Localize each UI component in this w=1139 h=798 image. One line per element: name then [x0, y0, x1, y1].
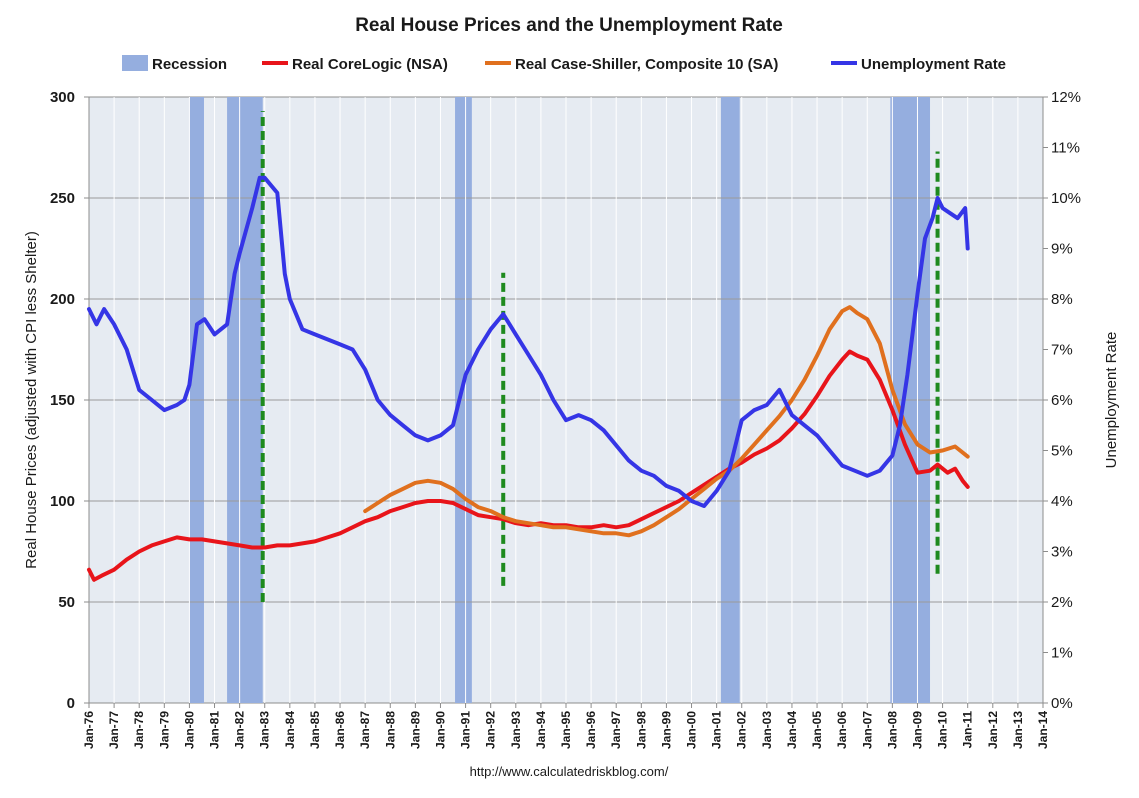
- y-left-tick-label: 0: [67, 695, 75, 712]
- x-tick-label: Jan-00: [685, 711, 699, 749]
- x-tick-label: Jan-02: [735, 711, 749, 749]
- chart-title: Real House Prices and the Unemployment R…: [355, 15, 783, 36]
- y-right-tick-label: 7%: [1051, 342, 1073, 359]
- y-axis-right: 0% 1% 2% 3% 4% 5% 6% 7% 8% 9% 10% 11% 12%: [1043, 89, 1081, 712]
- x-tick-label: Jan-96: [584, 711, 598, 749]
- x-tick-label: Jan-76: [82, 711, 96, 749]
- x-tick-label: Jan-05: [810, 711, 824, 749]
- y-right-tick-label: 1%: [1051, 645, 1073, 662]
- x-tick-label: Jan-79: [157, 711, 171, 749]
- x-tick-label: Jan-95: [559, 711, 573, 749]
- plot-area: [87, 96, 1044, 704]
- source-url: http://www.calculatedriskblog.com/: [470, 764, 669, 779]
- y-left-tick-label: 200: [50, 291, 75, 308]
- legend-label-3: Unemployment Rate: [861, 56, 1006, 73]
- x-tick-label: Jan-97: [609, 711, 623, 749]
- x-tick-label: Jan-88: [383, 711, 397, 749]
- x-tick-label: Jan-03: [760, 711, 774, 749]
- x-tick-label: Jan-14: [1036, 711, 1050, 749]
- x-axis: Jan-76 Jan-77 Jan-78 Jan-79 Jan-80 Jan-81 Jan-…: [82, 703, 1050, 749]
- x-tick-label: Jan-13: [1011, 711, 1025, 749]
- x-tick-label: Jan-99: [659, 711, 673, 749]
- y-left-tick-label: 250: [50, 190, 75, 207]
- y-right-tick-label: 11%: [1051, 140, 1080, 157]
- x-tick-label: Jan-90: [433, 711, 447, 749]
- x-tick-label: Jan-89: [408, 711, 422, 749]
- y-left-tick-label: 300: [50, 89, 75, 106]
- y-left-tick-label: 150: [50, 392, 75, 409]
- legend-label-1: Real CoreLogic (NSA): [292, 56, 448, 73]
- x-tick-label: Jan-06: [835, 711, 849, 749]
- y-axis-right-label: Unemployment Rate: [1103, 332, 1120, 469]
- series-lines: [87, 175, 970, 582]
- x-tick-label: Jan-77: [107, 711, 121, 749]
- x-tick-label: Jan-12: [986, 711, 1000, 749]
- y-axis-left-label: Real House Prices (adjusted with CPI les…: [23, 231, 40, 569]
- y-left-tick-label: 100: [50, 493, 75, 510]
- y-right-tick-label: 6%: [1051, 392, 1073, 409]
- x-tick-label: Jan-98: [634, 711, 648, 749]
- series-line-real-case-shiller-composite-10-sa: [363, 305, 970, 538]
- trough-markers: [260, 111, 940, 602]
- x-tick-label: Jan-10: [936, 711, 950, 749]
- y-right-tick-label: 3%: [1051, 544, 1073, 561]
- y-right-tick-label: 9%: [1051, 241, 1073, 258]
- x-tick-label: Jan-93: [509, 711, 523, 749]
- x-tick-label: Jan-07: [860, 711, 874, 749]
- x-tick-label: Jan-92: [484, 711, 498, 749]
- y-right-tick-label: 2%: [1051, 594, 1073, 611]
- x-tick-label: Jan-01: [710, 711, 724, 749]
- x-tick-label: Jan-87: [358, 711, 372, 749]
- legend-label-0: Recession: [152, 56, 227, 73]
- x-tick-label: Jan-80: [182, 711, 196, 749]
- y-axis-left: 0 50 100 150 200 250 300: [50, 89, 89, 712]
- legend: Recession Real CoreLogic (NSA) Real Case-S…: [122, 55, 1006, 73]
- x-tick-label: Jan-82: [233, 711, 247, 749]
- y-right-tick-label: 8%: [1051, 291, 1073, 308]
- x-tick-label: Jan-11: [961, 711, 975, 749]
- x-tick-label: Jan-08: [885, 711, 899, 749]
- x-tick-label: Jan-78: [132, 711, 146, 749]
- legend-label-2: Real Case-Shiller, Composite 10 (SA): [515, 56, 778, 73]
- x-tick-label: Jan-81: [208, 711, 222, 749]
- x-tick-label: Jan-83: [258, 711, 272, 749]
- x-tick-label: Jan-85: [308, 711, 322, 749]
- x-tick-label: Jan-04: [785, 711, 799, 749]
- x-tick-label: Jan-91: [459, 711, 473, 749]
- x-tick-label: Jan-09: [910, 711, 924, 749]
- y-right-tick-label: 0%: [1051, 695, 1073, 712]
- x-tick-label: Jan-84: [283, 711, 297, 749]
- x-tick-label: Jan-86: [333, 711, 347, 749]
- y-right-tick-label: 4%: [1051, 493, 1073, 510]
- y-right-tick-label: 10%: [1051, 190, 1081, 207]
- legend-swatch-recession: [122, 55, 148, 71]
- gridlines: [89, 97, 1043, 703]
- y-right-tick-label: 12%: [1051, 89, 1081, 106]
- y-right-tick-label: 5%: [1051, 443, 1073, 460]
- y-left-tick-label: 50: [58, 594, 75, 611]
- x-tick-label: Jan-94: [534, 711, 548, 749]
- series-line-unemployment-rate: [87, 175, 970, 508]
